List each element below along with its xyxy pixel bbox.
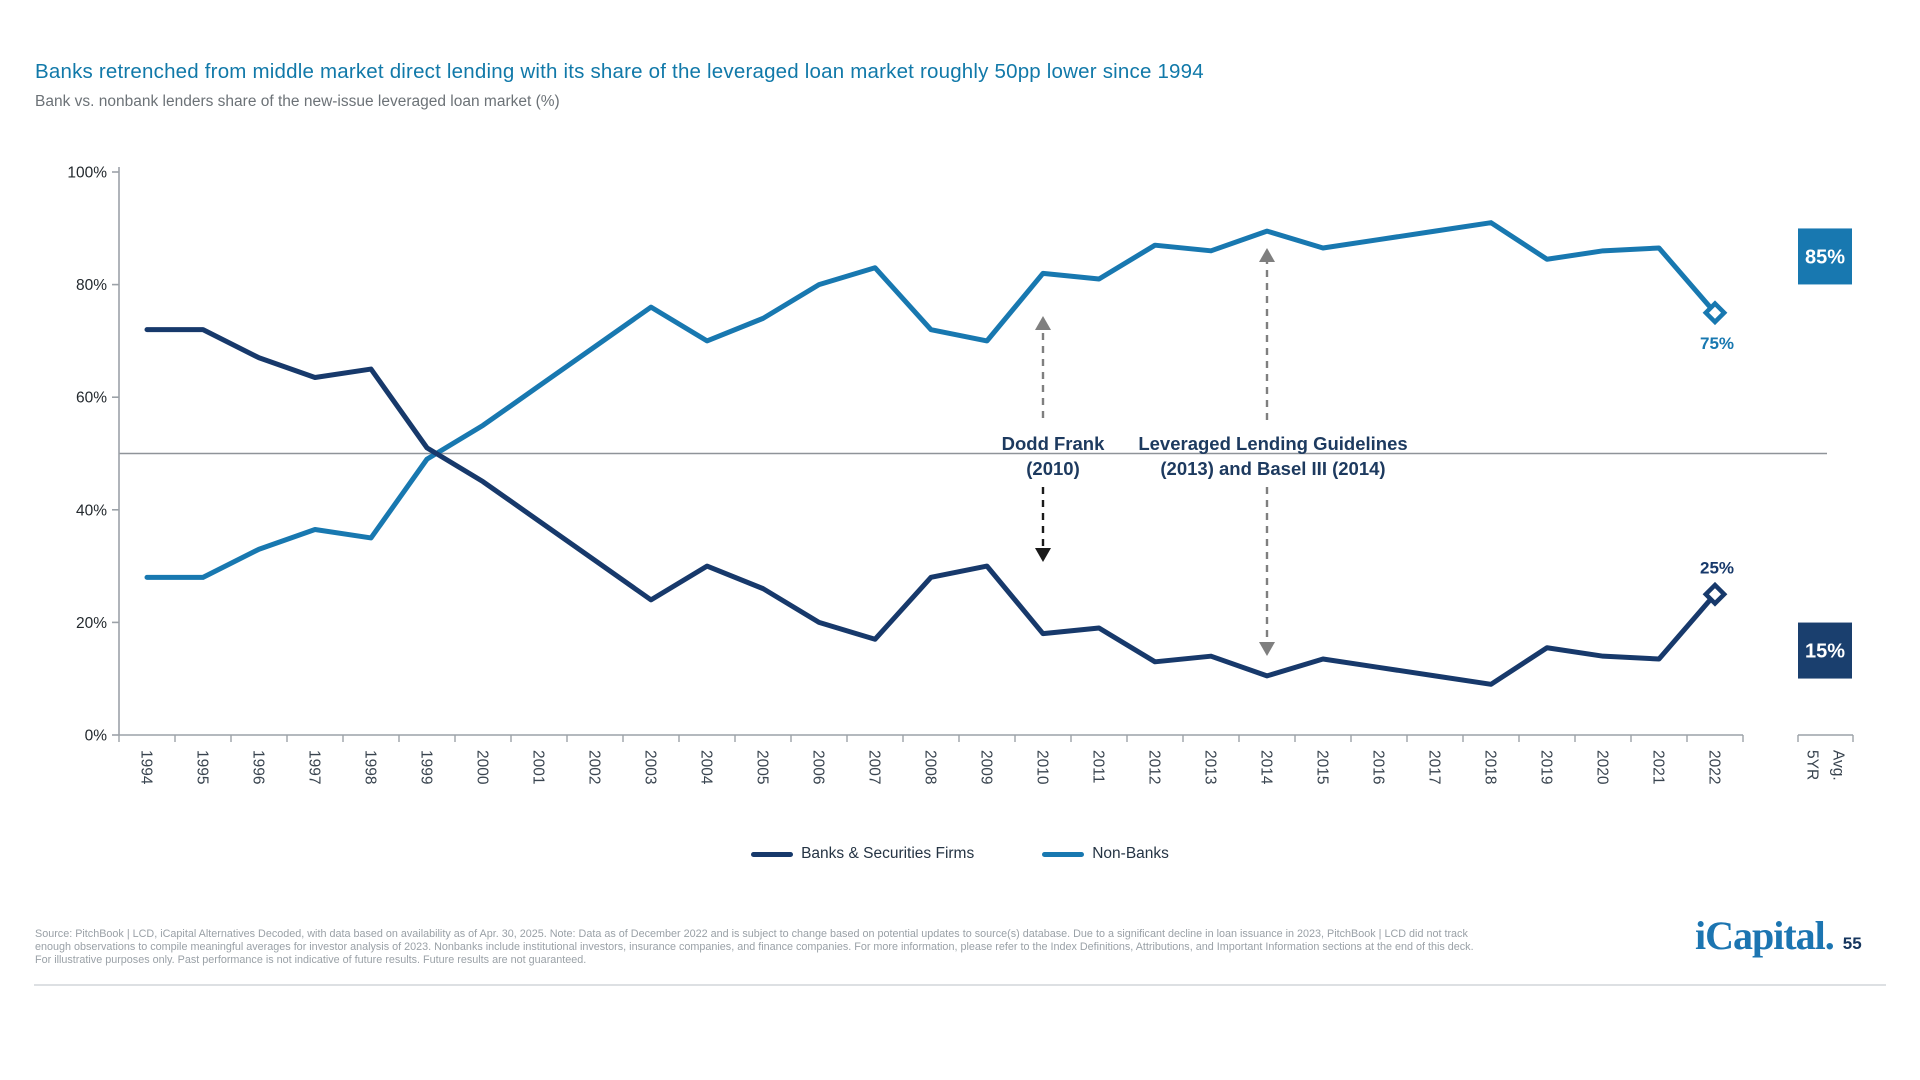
year-label: 2019 [1538,750,1555,784]
y-tick-label: 100% [67,165,107,182]
year-label: 2015 [1314,750,1331,784]
y-tick-label: 60% [76,390,107,407]
footer-divider [34,984,1886,986]
avg-banks-box-label: 15% [1805,641,1845,663]
annotation-leveraged-lending-arrow-head [1259,642,1275,656]
year-label: 1998 [362,750,379,784]
year-label: 2022 [1706,750,1723,784]
y-tick-label: 20% [76,615,107,632]
annotation-dodd-frank-text: Dodd Frank [1002,433,1105,454]
banks-line-swatch [751,851,794,857]
legend-item-banks: Banks & Securities Firms [751,845,974,863]
year-label: 2006 [810,750,827,784]
year-label: 2001 [530,750,547,784]
y-tick-label: 80% [76,277,107,294]
year-label: 2005 [754,750,771,784]
year-label: 1997 [306,750,323,784]
year-label: 1999 [418,750,435,784]
nonbanks-end-marker [1702,300,1728,326]
source-line-3: For illustrative purposes only. Past per… [35,954,587,967]
nonbanks-line [144,220,1718,580]
legend-item-nonbanks: Non-Banks [1042,845,1169,863]
year-label: 2012 [1146,750,1163,784]
year-label: 1996 [250,750,267,784]
source-line-2: enough observations to compile meaningfu… [35,941,1474,954]
annotation-dodd-frank-arrow-head [1035,548,1051,562]
logo-row: iCapital. 55 [1695,916,1862,956]
page-title: Banks retrenched from middle market dire… [35,60,1204,83]
avg-nonbanks-box [1798,228,1852,285]
year-label: 2011 [1090,750,1107,783]
nonbanks-line-swatch [1042,851,1085,857]
source-note: Source: PitchBook | LCD, iCapital Altern… [35,928,1474,968]
source-line-1: Source: PitchBook | LCD, iCapital Altern… [35,928,1468,940]
nonbanks-end-label: 75% [1700,334,1734,353]
year-label: 2009 [978,750,995,784]
year-label: 2000 [474,750,491,785]
y-tick-label: 0% [85,728,108,745]
year-label: 2008 [922,750,939,784]
icapital-logo: iCapital. [1695,913,1835,958]
year-label: 2004 [698,750,715,785]
avg-nonbanks-box-label: 85% [1805,246,1845,268]
banks-end-marker [1702,581,1728,607]
annotation-dodd-frank-arrow-head [1035,316,1051,330]
annotation-dodd-frank-text: (2010) [1026,458,1079,479]
annotation-leveraged-lending-arrow-head [1259,248,1275,262]
banks-end-label: 25% [1700,558,1734,577]
year-label: 2018 [1482,750,1499,784]
year-label: 2017 [1426,750,1443,784]
year-label: 1994 [138,750,155,785]
legend: Banks & Securities Firms Non-Banks [0,845,1920,863]
y-tick-label: 40% [76,502,107,519]
page-number: 55 [1842,934,1862,953]
year-label: 2003 [642,750,659,784]
year-label: 2020 [1594,750,1611,785]
avg-banks-box [1798,622,1852,679]
avg-axis-label: 5YR [1804,750,1821,780]
legend-label-nonbanks: Non-Banks [1092,845,1169,862]
page-subtitle: Bank vs. nonbank lenders share of the ne… [35,93,560,110]
year-label: 2014 [1258,750,1275,785]
year-label: 2007 [866,750,883,784]
avg-axis-label: Avg. [1830,750,1847,781]
banks-line [144,327,1718,687]
annotation-leveraged-lending-text: (2013) and Basel III (2014) [1160,458,1385,479]
year-label: 2016 [1370,750,1387,784]
year-label: 2002 [586,750,603,784]
annotation-leveraged-lending-text: Leveraged Lending Guidelines [1138,433,1407,454]
year-label: 2013 [1202,750,1219,784]
year-label: 2021 [1650,750,1667,784]
year-label: 2010 [1034,750,1051,785]
legend-label-banks: Banks & Securities Firms [801,845,975,862]
year-label: 1995 [194,750,211,784]
